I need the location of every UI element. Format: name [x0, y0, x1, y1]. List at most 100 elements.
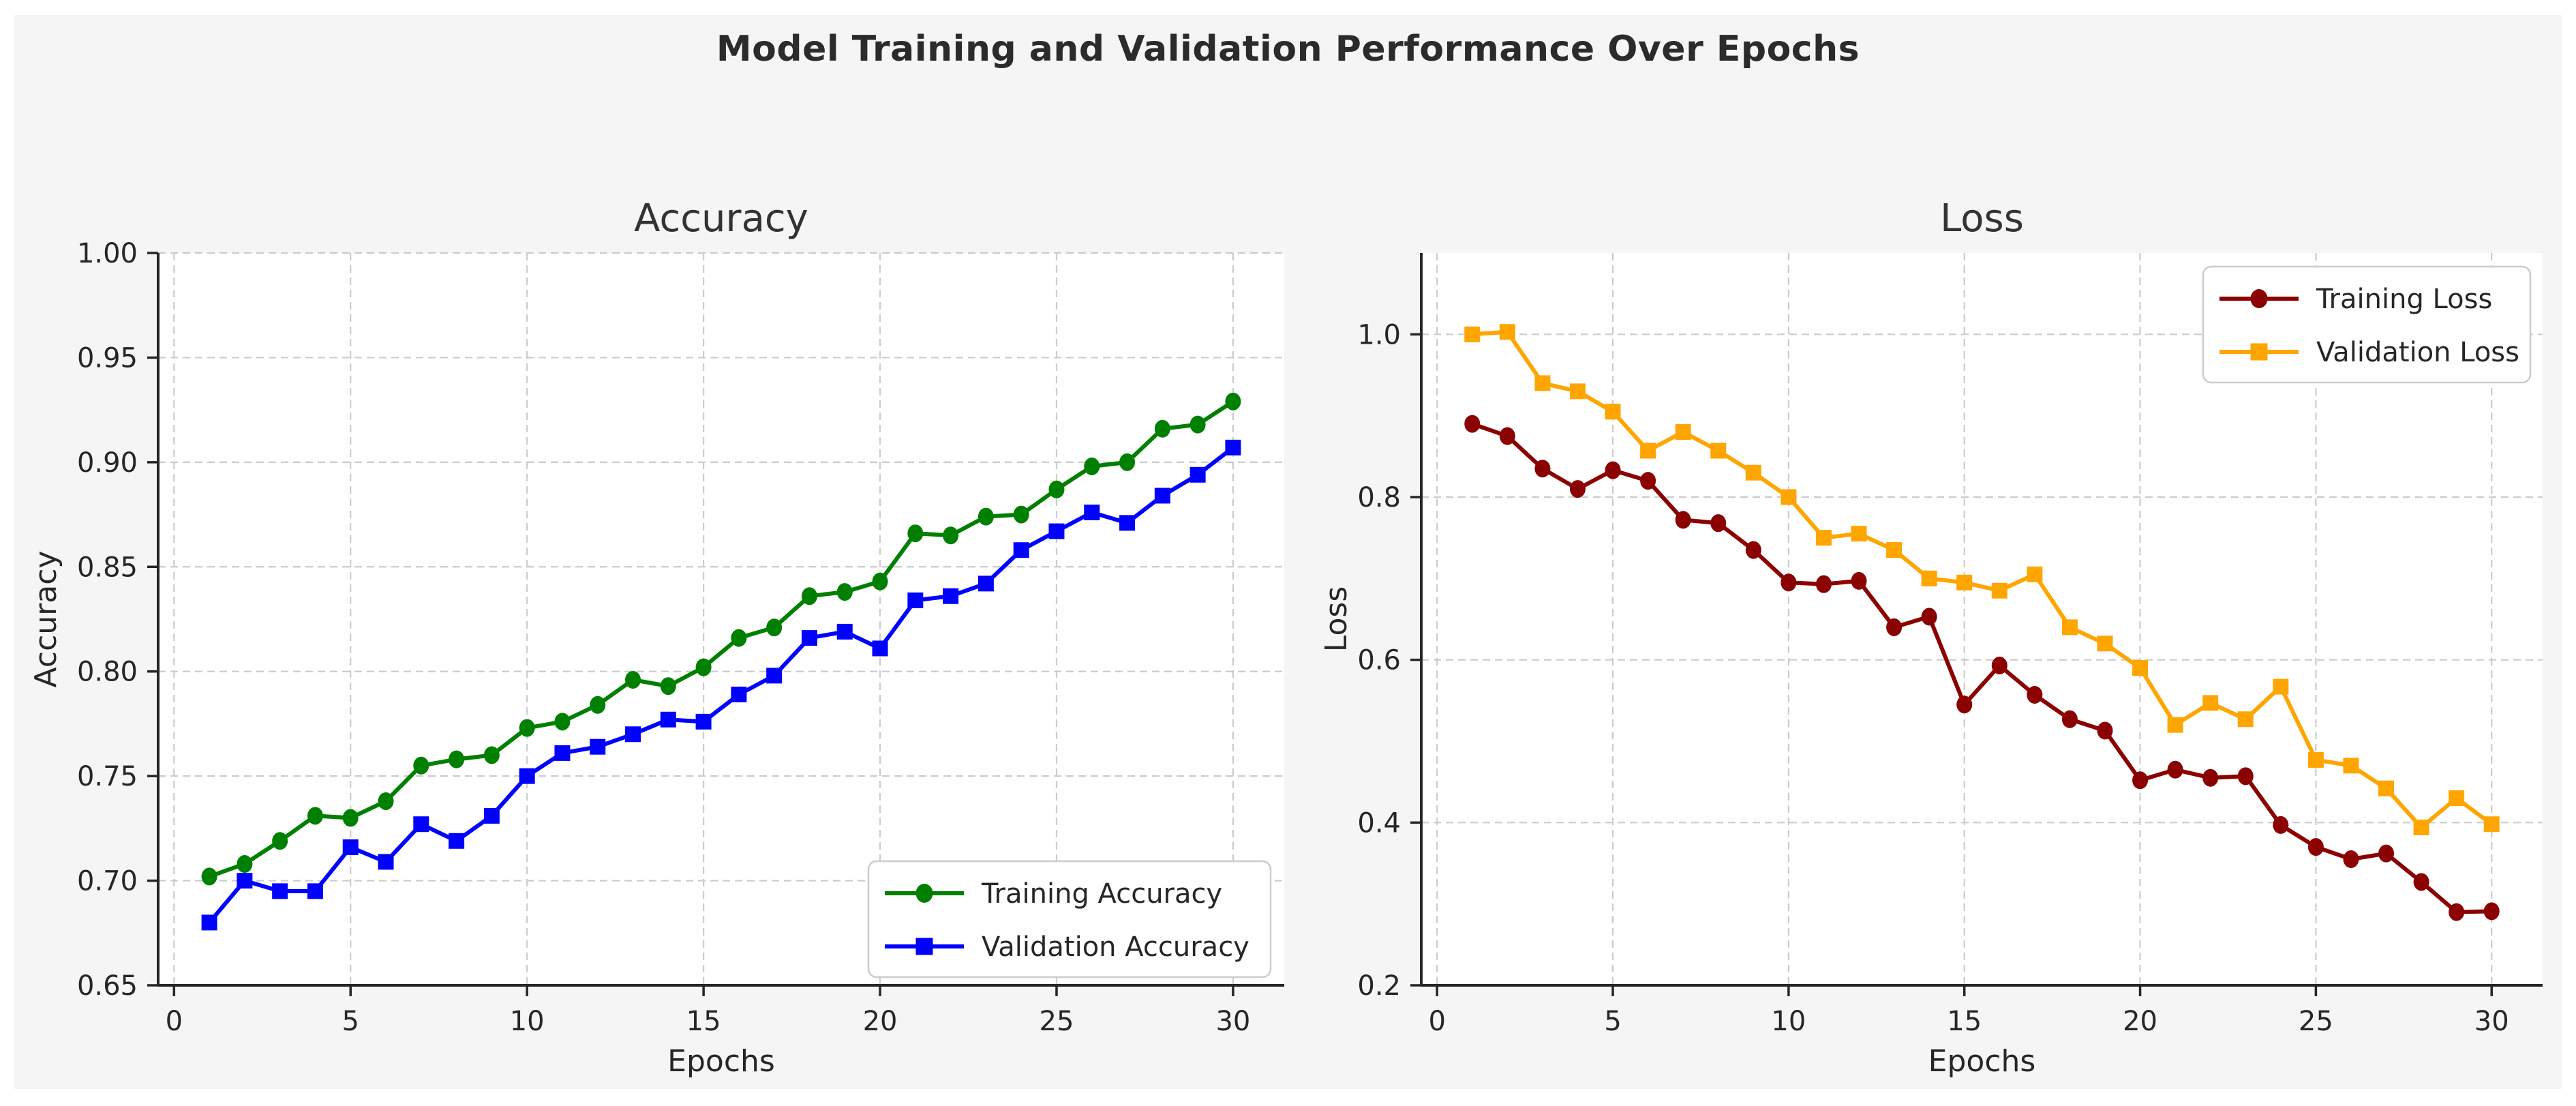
y-tick-label: 0.6	[1357, 645, 1401, 676]
data-point-circle	[1991, 657, 2007, 675]
x-tick-label: 10	[1771, 1006, 1806, 1037]
data-point-square	[1745, 464, 1761, 481]
legend-item-training-accuracy: Training Accuracy	[885, 878, 1222, 910]
subplot-title: Loss	[1940, 196, 2024, 241]
data-point-circle	[2307, 838, 2324, 856]
data-point-square	[625, 726, 641, 743]
data-point-circle	[2449, 903, 2465, 921]
data-point-circle	[1464, 415, 1481, 433]
data-point-circle	[766, 618, 783, 637]
data-point-square	[1569, 383, 1586, 400]
y-tick-label: 0.95	[77, 342, 138, 374]
data-point-circle	[2273, 816, 2289, 834]
x-tick-label: 5	[342, 1006, 359, 1037]
x-tick-label: 20	[863, 1006, 898, 1037]
data-point-square	[2413, 819, 2429, 835]
y-tick-label: 0.65	[77, 970, 138, 1002]
x-tick-label: 10	[510, 1006, 545, 1037]
y-tick-label: 1.00	[77, 238, 138, 269]
data-point-circle	[978, 507, 994, 526]
data-point-circle	[836, 583, 853, 601]
data-point-square	[1464, 326, 1481, 342]
data-point-circle	[1640, 472, 1656, 490]
data-point-square	[1991, 582, 2007, 599]
data-point-square	[978, 576, 994, 592]
data-point-square	[1851, 526, 1867, 542]
data-point-circle	[307, 807, 323, 825]
data-point-circle	[483, 746, 500, 764]
data-point-square	[2202, 695, 2219, 711]
legend-item-validation-loss: Validation Loss	[2219, 337, 2519, 368]
data-point-square	[413, 816, 429, 833]
y-tick-label: 0.8	[1357, 482, 1401, 513]
training-accuracy-markers	[201, 392, 1241, 886]
data-point-circle	[1675, 511, 1691, 529]
data-point-circle	[413, 756, 429, 775]
validation-loss-markers	[1464, 324, 2500, 835]
data-point-circle	[1710, 514, 1727, 533]
data-point-square	[449, 833, 465, 849]
tick-labels: 0 5 10 15 20 25 30 1.00 0.95 0.90 0.85 0.80 0.75 0.70…	[77, 238, 1250, 1037]
data-point-circle	[554, 713, 571, 731]
data-point-square	[1189, 466, 1206, 483]
x-tick-label: 30	[2474, 1006, 2509, 1037]
data-point-square	[660, 711, 676, 728]
data-point-square	[2378, 780, 2395, 796]
figure-title: Model Training and Validation Performanc…	[716, 29, 1860, 70]
data-point-square	[2167, 717, 2183, 733]
data-point-circle	[1605, 461, 1621, 479]
data-point-square	[1154, 488, 1170, 504]
data-point-circle	[2132, 771, 2149, 790]
data-point-square	[483, 807, 500, 824]
data-point-circle	[1189, 415, 1206, 434]
data-point-square	[731, 686, 747, 702]
data-point-square	[1119, 515, 1136, 531]
data-point-square	[801, 630, 817, 646]
data-point-square	[766, 668, 783, 684]
data-point-square	[2307, 751, 2324, 768]
tick-marks	[1410, 333, 2493, 996]
data-point-circle	[2378, 844, 2395, 863]
data-point-square	[1781, 489, 1797, 505]
legend-box	[867, 860, 1272, 978]
data-point-square	[2483, 816, 2500, 833]
data-point-square	[1675, 424, 1691, 440]
x-tick-label: 20	[2123, 1006, 2157, 1037]
legend-label: Validation Loss	[2316, 337, 2519, 368]
data-point-circle	[1119, 453, 1136, 471]
data-point-circle	[519, 719, 535, 737]
legend-label: Training Accuracy	[981, 878, 1222, 910]
data-point-circle	[1851, 571, 1867, 590]
data-point-square	[2343, 758, 2359, 774]
y-axis-label: Loss	[1319, 586, 1354, 653]
data-point-circle	[1154, 419, 1170, 438]
data-point-square	[1048, 523, 1065, 539]
legend-label: Training Loss	[2316, 284, 2492, 315]
data-point-square	[2449, 790, 2465, 807]
data-point-circle	[2061, 710, 2078, 728]
data-point-square	[342, 839, 359, 855]
y-tick-label: 0.75	[77, 761, 138, 792]
data-point-square	[1815, 530, 1832, 546]
data-point-circle	[378, 792, 394, 810]
data-point-circle	[2413, 873, 2429, 891]
y-tick-label: 1.0	[1357, 319, 1401, 350]
y-tick-label: 0.90	[77, 447, 138, 479]
y-tick-label: 0.85	[77, 552, 138, 583]
data-point-circle	[2343, 850, 2359, 869]
x-axis-label: Epochs	[667, 1044, 775, 1079]
data-point-square	[2027, 566, 2043, 582]
x-tick-label: 15	[1947, 1006, 1982, 1037]
data-point-circle	[660, 677, 676, 696]
x-tick-label: 15	[686, 1006, 721, 1037]
data-point-circle	[1499, 427, 1515, 445]
data-point-square	[1921, 570, 1937, 586]
data-point-square	[1886, 542, 1903, 558]
y-tick-label: 0.2	[1357, 970, 1401, 1002]
data-point-circle	[2202, 768, 2219, 787]
data-point-circle	[342, 809, 359, 827]
data-point-square	[2097, 636, 2113, 652]
data-point-circle	[1886, 618, 1903, 636]
data-point-circle	[1569, 480, 1586, 498]
